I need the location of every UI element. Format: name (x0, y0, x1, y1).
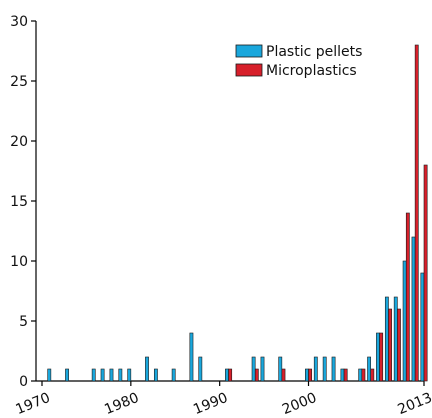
y-tick-label: 20 (10, 134, 28, 150)
bar-microplastics (405, 212, 410, 382)
bar-plastic-pellets (225, 368, 229, 382)
bar-plastic-pellets (331, 356, 336, 382)
bar-plastic-pellets (127, 368, 132, 382)
y-ticks: 0 5 10 15 20 25 30 (10, 14, 36, 390)
bar-microplastics (379, 332, 384, 382)
bar-microplastics (361, 368, 366, 382)
bar-plastic-pellets (189, 332, 194, 382)
bar-plastic-pellets (411, 236, 416, 382)
bar-microplastics (388, 308, 392, 382)
bar-plastic-pellets (260, 356, 265, 382)
bar-plastic-pellets (367, 356, 372, 382)
bar-microplastics (397, 308, 401, 382)
bar-microplastics (308, 368, 313, 382)
legend-label-plastic-pellets: Plastic pellets (266, 44, 362, 60)
bar-microplastics (254, 368, 259, 382)
x-tick-label: 1980 (102, 390, 141, 418)
x-axis: 1970 1980 1990 2000 2013 (13, 380, 432, 418)
bar-microplastics (343, 368, 348, 382)
bar-microplastics (228, 368, 233, 382)
bar-plastic-pellets (358, 368, 363, 382)
bar-plastic-pellets (278, 356, 283, 382)
bar-plastic-pellets (305, 368, 309, 382)
bar-plastic-pellets (420, 272, 425, 382)
legend: Plastic pellets Microplastics (235, 44, 362, 79)
x-tick-label: 2013 (395, 390, 432, 418)
bar-plastic-pellets (65, 368, 69, 382)
legend-label-microplastics: Microplastics (266, 63, 357, 79)
bar-plastic-pellets (251, 356, 256, 382)
y-tick-label: 30 (10, 14, 28, 30)
x-tick-label: 1970 (13, 390, 52, 418)
y-axis: 0 5 10 15 20 25 30 (10, 14, 37, 390)
bar-microplastics (423, 164, 428, 382)
bar-plastic-pellets (384, 296, 389, 382)
y-tick-label: 10 (10, 254, 28, 270)
bar-plastic-pellets (376, 332, 380, 382)
bar-microplastics (370, 368, 375, 382)
y-tick-label: 5 (19, 314, 28, 330)
bar-plastic-pellets (109, 368, 114, 382)
bars (47, 44, 428, 382)
bar-plastic-pellets (47, 368, 52, 382)
bar-plastic-pellets (171, 368, 176, 382)
bar-microplastics (281, 368, 286, 382)
bar-plastic-pellets (402, 260, 407, 382)
bar-plastic-pellets (118, 368, 123, 382)
x-tick-label: 2000 (280, 390, 319, 418)
bar-plastic-pellets (393, 296, 398, 382)
x-tick-label: 1990 (191, 390, 230, 418)
bar-plastic-pellets (145, 356, 149, 382)
x-ticks: 1970 1980 1990 2000 2013 (13, 381, 432, 418)
bar-plastic-pellets (322, 356, 327, 382)
bar-plastic-pellets (100, 368, 105, 382)
y-tick-label: 0 (19, 374, 28, 390)
legend-swatch-plastic-pellets (235, 44, 263, 58)
y-tick-label: 25 (10, 74, 28, 90)
bar-microplastics (414, 44, 419, 382)
y-tick-label: 15 (10, 194, 28, 210)
bar-plastic-pellets (91, 368, 96, 382)
bar-plastic-pellets (153, 368, 158, 382)
legend-swatch-microplastics (235, 63, 263, 77)
bar-plastic-pellets (313, 356, 318, 382)
bar-plastic-pellets (340, 368, 345, 382)
bar-plastic-pellets (198, 356, 203, 382)
